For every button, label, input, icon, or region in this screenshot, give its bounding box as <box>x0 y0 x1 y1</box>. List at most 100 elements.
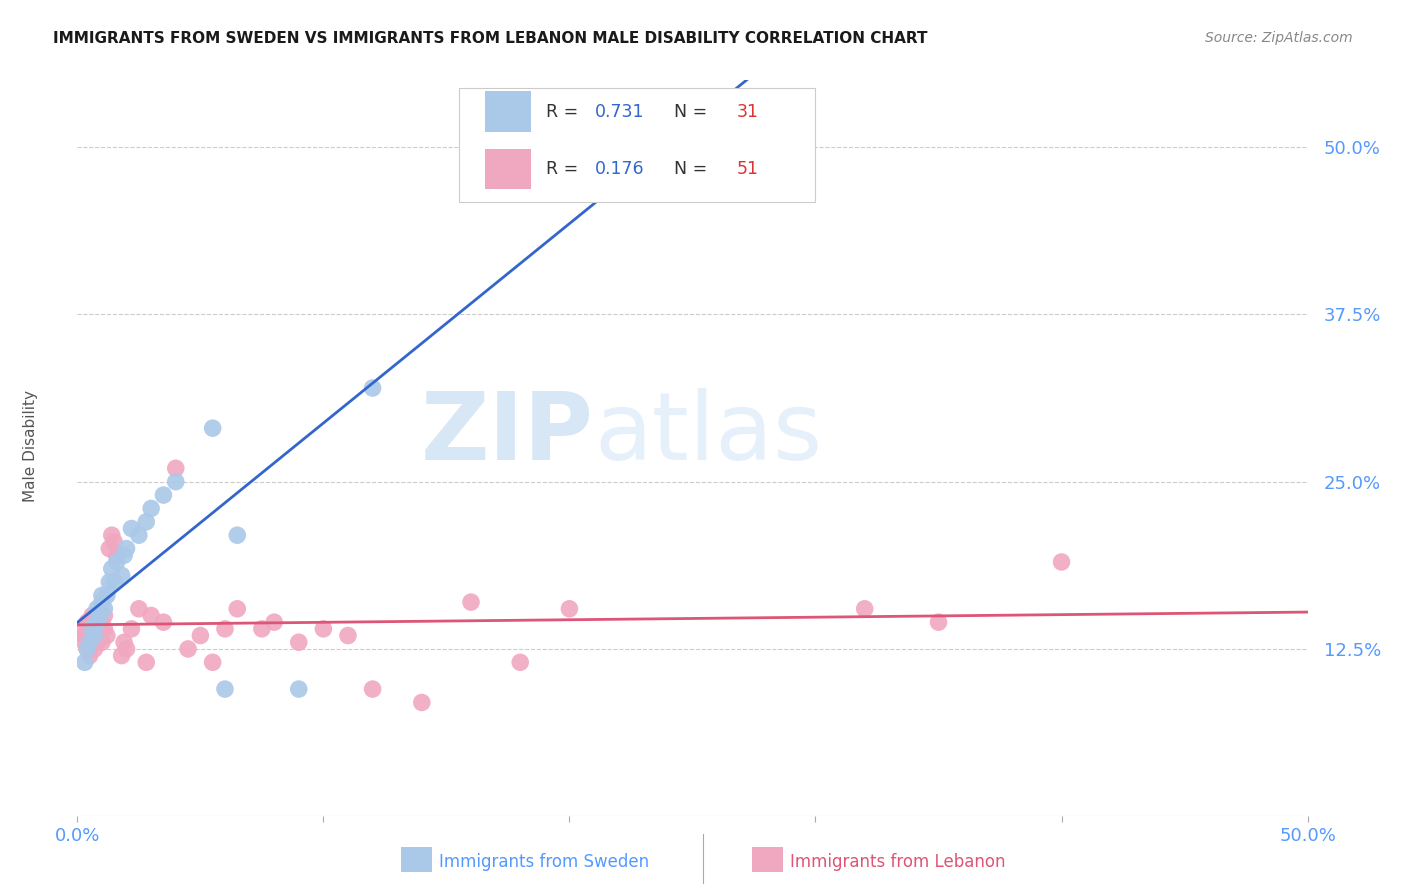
Text: N =: N = <box>664 160 713 178</box>
Point <box>73 628 96 642</box>
Text: Source: ZipAtlas.com: Source: ZipAtlas.com <box>1205 31 1353 45</box>
Point <box>83 615 105 630</box>
Point <box>101 562 124 576</box>
Point <box>86 601 108 615</box>
Point <box>76 642 98 657</box>
Point <box>89 608 111 623</box>
Point <box>135 515 157 529</box>
Point <box>115 642 138 657</box>
Point <box>98 541 121 556</box>
Point <box>509 655 531 669</box>
Point <box>86 615 108 630</box>
Point <box>93 608 115 623</box>
Point <box>460 595 482 609</box>
Text: 31: 31 <box>737 103 759 120</box>
Point <box>90 595 114 609</box>
Point <box>89 608 111 623</box>
Point <box>76 615 98 630</box>
Point <box>201 421 224 435</box>
Point <box>288 681 311 696</box>
Point <box>82 608 104 623</box>
Text: ZIP: ZIP <box>422 387 595 480</box>
Text: 51: 51 <box>737 160 759 178</box>
Point <box>82 622 104 636</box>
Point <box>288 635 311 649</box>
Point <box>121 622 143 636</box>
Point <box>103 574 125 589</box>
Point <box>93 601 115 615</box>
Point <box>73 655 96 669</box>
Point <box>128 601 150 615</box>
Point <box>201 655 224 669</box>
Text: 0.731: 0.731 <box>595 103 645 120</box>
Point <box>98 574 121 589</box>
Point <box>73 635 96 649</box>
Point <box>105 555 128 569</box>
Text: 0.176: 0.176 <box>595 160 645 178</box>
Point <box>83 642 105 657</box>
Point <box>103 534 125 549</box>
Point <box>188 628 212 642</box>
Point <box>70 622 93 636</box>
Point <box>152 615 174 630</box>
Point <box>411 696 433 710</box>
Point <box>112 548 135 563</box>
Point <box>558 601 581 615</box>
Point <box>115 541 138 556</box>
Point <box>263 615 285 630</box>
Point <box>1050 555 1073 569</box>
Text: Immigrants from Lebanon: Immigrants from Lebanon <box>790 853 1005 871</box>
Point <box>214 681 236 696</box>
Point <box>214 622 236 636</box>
Text: atlas: atlas <box>595 387 823 480</box>
Point <box>853 601 876 615</box>
Point <box>141 608 163 623</box>
Point <box>111 648 132 663</box>
Point <box>79 622 101 636</box>
Point <box>96 589 118 603</box>
FancyBboxPatch shape <box>458 87 815 202</box>
Text: R =: R = <box>546 103 583 120</box>
Point <box>83 628 105 642</box>
Point <box>928 615 950 630</box>
Point <box>86 622 108 636</box>
Point <box>226 528 249 542</box>
Bar <box>485 149 531 189</box>
Point <box>509 140 531 154</box>
Point <box>96 628 118 642</box>
Point <box>82 635 104 649</box>
Point <box>79 635 101 649</box>
Bar <box>485 91 531 132</box>
Text: N =: N = <box>664 103 713 120</box>
Point <box>90 635 114 649</box>
Point <box>111 568 132 582</box>
Point <box>165 461 187 475</box>
Point <box>89 628 111 642</box>
Point <box>361 381 384 395</box>
Text: Immigrants from Sweden: Immigrants from Sweden <box>439 853 648 871</box>
Point <box>337 628 360 642</box>
Point <box>105 548 128 563</box>
Text: Male Disability: Male Disability <box>24 390 38 502</box>
Text: R =: R = <box>546 160 583 178</box>
Point <box>135 655 157 669</box>
Point <box>90 615 114 630</box>
Point <box>79 648 101 663</box>
Point <box>121 521 143 535</box>
Point <box>177 642 200 657</box>
Point <box>90 589 114 603</box>
Point <box>86 635 108 649</box>
Point <box>101 528 124 542</box>
Point <box>165 475 187 489</box>
Point <box>112 635 135 649</box>
Point <box>361 681 384 696</box>
Point <box>128 528 150 542</box>
Point <box>93 622 115 636</box>
Point <box>76 642 98 657</box>
Point <box>141 501 163 516</box>
Text: IMMIGRANTS FROM SWEDEN VS IMMIGRANTS FROM LEBANON MALE DISABILITY CORRELATION CH: IMMIGRANTS FROM SWEDEN VS IMMIGRANTS FRO… <box>53 31 928 46</box>
Point <box>312 622 335 636</box>
Point <box>152 488 174 502</box>
Point <box>226 601 249 615</box>
Point <box>250 622 273 636</box>
